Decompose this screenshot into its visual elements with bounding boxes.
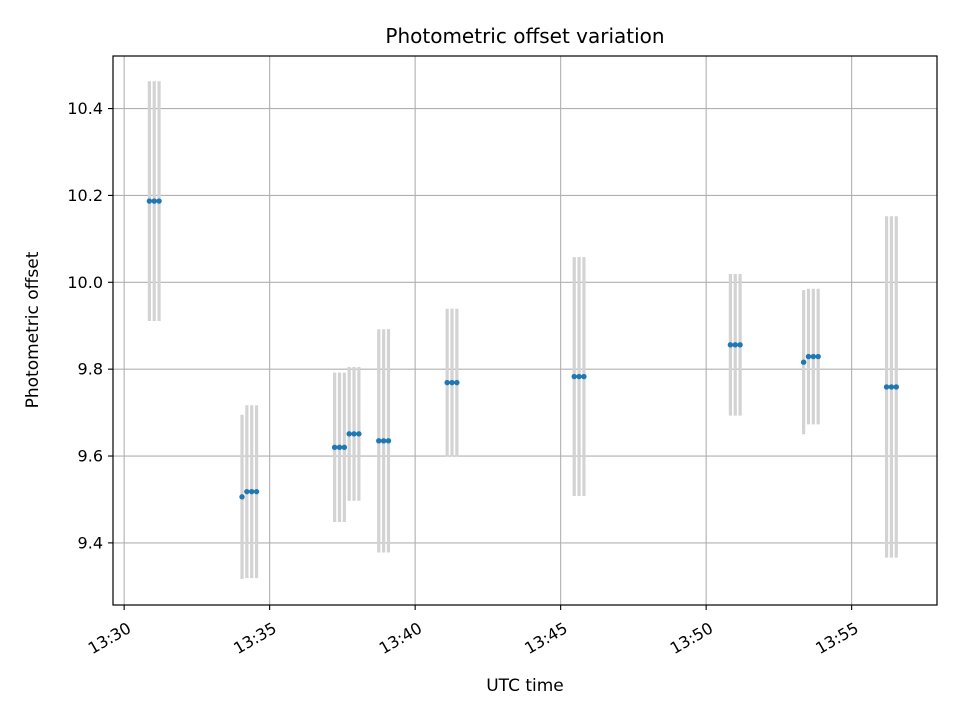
y-axis-label: Photometric offset — [23, 251, 43, 408]
y-tick-label: 9.8 — [78, 360, 103, 379]
data-point — [151, 198, 157, 204]
data-point — [893, 384, 899, 390]
data-point — [380, 438, 387, 444]
data-point — [376, 438, 382, 444]
data-point — [244, 488, 250, 495]
data-point — [385, 438, 392, 444]
data-point — [449, 379, 455, 386]
chart-title: Photometric offset variation — [385, 24, 664, 48]
y-tick-label: 9.4 — [78, 533, 103, 552]
data-point — [810, 353, 817, 360]
data-point — [454, 379, 460, 386]
data-point — [156, 198, 162, 204]
data-point — [331, 444, 338, 451]
data-point — [883, 384, 890, 390]
data-point — [239, 494, 245, 500]
data-point — [571, 373, 577, 380]
data-point — [346, 431, 352, 437]
point-layer — [146, 198, 899, 500]
data-point — [805, 353, 812, 360]
x-axis-label: UTC time — [486, 676, 564, 696]
y-axis: 9.4 9.6 9.8 10.0 10.2 10.4 — [67, 99, 113, 552]
y-tick-label: 10.0 — [67, 273, 103, 292]
data-point — [800, 359, 807, 365]
data-point — [336, 444, 343, 451]
data-point — [341, 444, 348, 451]
data-point — [444, 379, 450, 386]
data-point — [581, 373, 587, 380]
plot-area — [112, 55, 938, 606]
data-point — [249, 488, 255, 495]
y-tick-label: 10.4 — [67, 99, 103, 118]
data-point — [737, 342, 743, 348]
data-point — [351, 431, 357, 437]
data-point — [727, 342, 734, 348]
data-point — [146, 198, 153, 204]
data-point — [815, 353, 821, 360]
y-tick-label: 10.2 — [67, 186, 103, 205]
plot-frame — [112, 55, 938, 606]
data-point — [732, 342, 738, 348]
data-point — [576, 373, 582, 380]
y-tick-label: 9.6 — [78, 447, 103, 466]
data-point — [888, 384, 895, 390]
data-point — [253, 488, 260, 495]
data-point — [356, 431, 362, 437]
